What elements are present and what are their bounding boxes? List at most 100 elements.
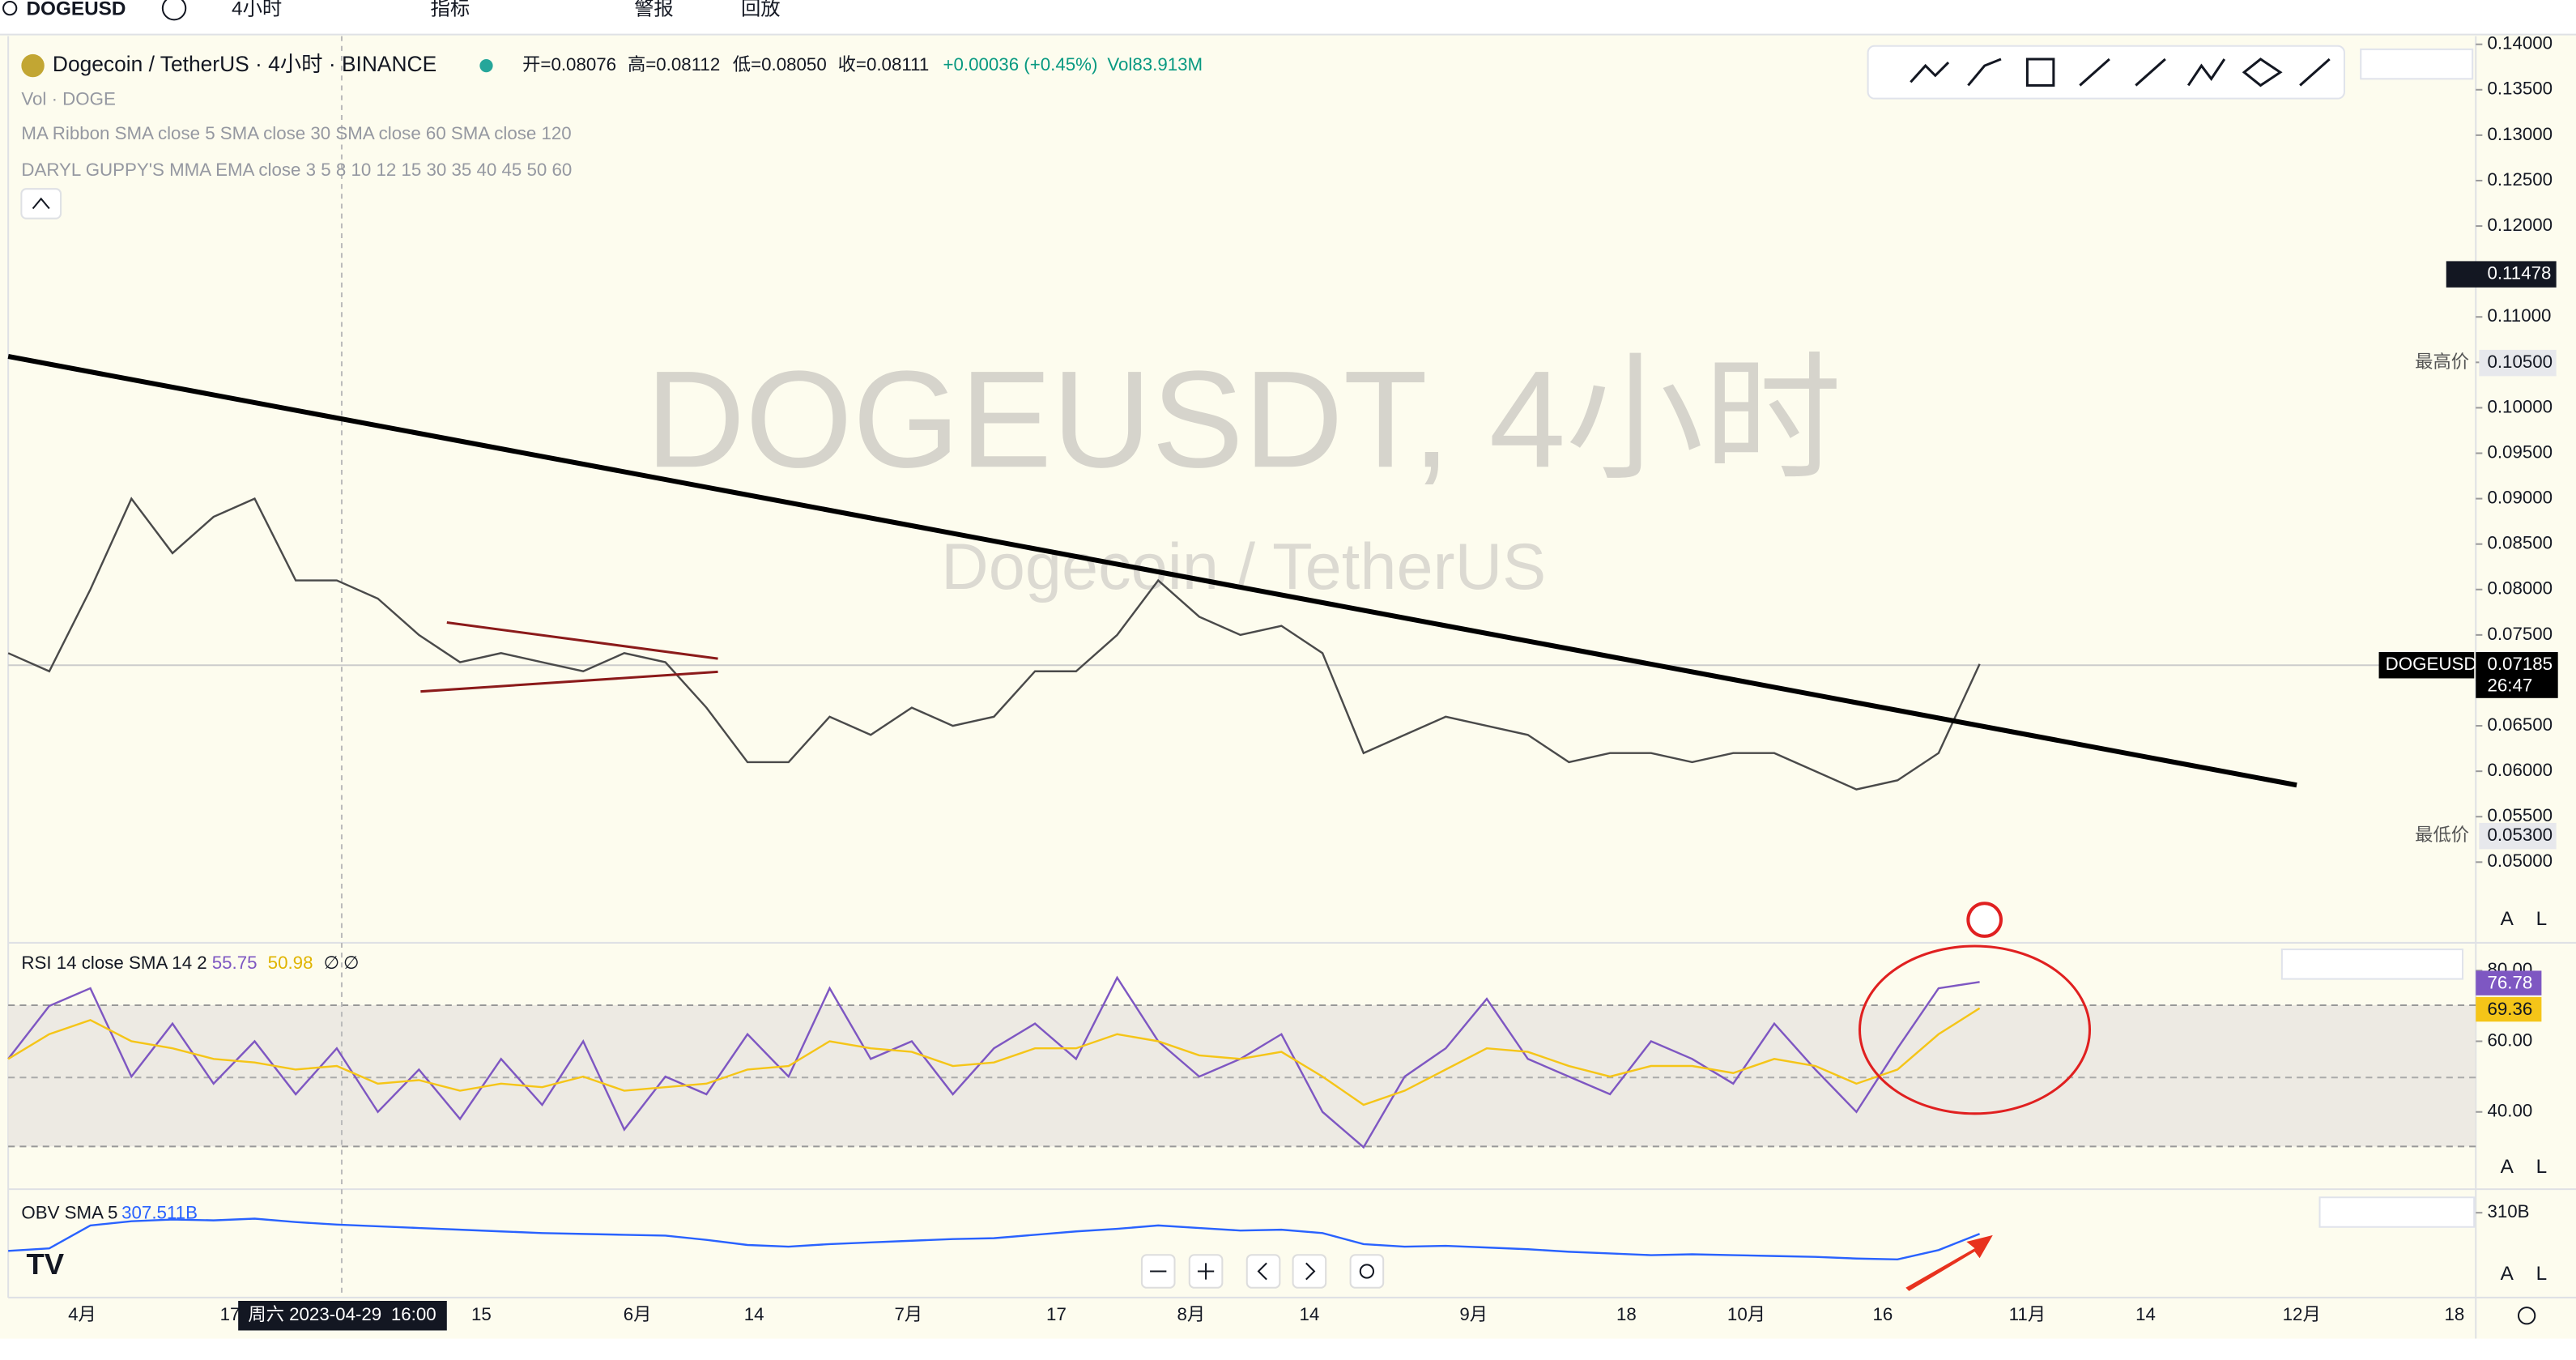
last-symbol-badge: [2378, 652, 2475, 679]
scale-button[interactable]: L: [2536, 1263, 2548, 1285]
scale-button[interactable]: A: [2501, 1156, 2514, 1178]
x-tick-label: 18: [1616, 1304, 1637, 1324]
y-tick-label: 0.12500: [2487, 169, 2553, 190]
x-tick-label: 16: [1872, 1304, 1893, 1324]
triangle-line: [420, 670, 718, 693]
x-tick-label: 8月: [1177, 1304, 1205, 1324]
alert[interactable]: 警报: [634, 0, 674, 20]
rsi-empty: ∅: [324, 953, 339, 973]
obv-value: 307.511B: [121, 1202, 198, 1222]
study: Vol · DOGE: [21, 89, 116, 109]
x-tick-label: 17: [1046, 1304, 1067, 1324]
tool[interactable]: [1910, 61, 1950, 83]
last-symbol: DOGEUSDT: [2386, 654, 2489, 674]
collapse-button[interactable]: [20, 188, 62, 220]
add-icon[interactable]: [161, 0, 187, 21]
crosshair-price: 0.11478: [2487, 263, 2551, 284]
scroll-right[interactable]: [1292, 1254, 1327, 1289]
y-tick-label: 0.08500: [2487, 533, 2553, 553]
legend-open: 开=0.08076: [522, 54, 616, 75]
tool[interactable]: [2186, 58, 2226, 87]
price-line: [7, 497, 1981, 791]
navigation: [1140, 1254, 1385, 1289]
pane-buttons: [2280, 48, 2476, 1228]
y-tick-label: 0.09500: [2487, 441, 2553, 462]
rsi-sma-badge-value: 69.36: [2487, 999, 2532, 1019]
y-tick-label: 0.08000: [2487, 578, 2553, 599]
scale-button[interactable]: L: [2536, 908, 2548, 930]
replay[interactable]: 回放: [741, 0, 781, 20]
tool[interactable]: [2299, 58, 2331, 87]
x-tick-label: 9月: [1459, 1304, 1488, 1324]
symbol[interactable]: DOGEUSD: [26, 0, 126, 20]
rsi-sma-value: 50.98: [268, 953, 313, 973]
collapse-icon: [32, 197, 50, 210]
interval[interactable]: 4小时: [232, 0, 282, 20]
tool[interactable]: [2025, 58, 2055, 87]
low-label: 最低价: [2415, 825, 2469, 845]
high-label: 最高价: [2415, 352, 2469, 372]
scale-button[interactable]: A: [2501, 908, 2514, 930]
high-badge: [2479, 349, 2557, 377]
legend-change: +0.00036 (+0.45%): [943, 54, 1097, 75]
y-tick-label: 0.11000: [2487, 305, 2551, 326]
x-tick-label: 14: [744, 1304, 764, 1324]
tool[interactable]: [2242, 58, 2283, 87]
y-tick-label: 60.00: [2487, 1030, 2532, 1050]
rsi-title: RSI 14 close SMA 14 2: [21, 953, 207, 973]
legend-title: Dogecoin / TetherUS · 4小时 · BINANCE: [53, 52, 436, 76]
triangle-line: [446, 621, 718, 660]
marks: 0.050000.055000.060000.065000.070000.075…: [7, 33, 2553, 1261]
y-tick-label: 0.09000: [2487, 487, 2553, 507]
indicators[interactable]: 指标: [431, 0, 470, 20]
event-icon[interactable]: [1966, 902, 2003, 938]
low-value: 0.05300: [2487, 825, 2553, 845]
coin-icon: [21, 53, 45, 78]
x-tick-label: 12月: [2283, 1304, 2321, 1324]
x-tick-label: 17: [220, 1304, 241, 1324]
top-toolbar: [0, 0, 2576, 35]
tool[interactable]: [2135, 58, 2166, 87]
reset[interactable]: [1349, 1254, 1385, 1289]
icon: [1359, 1264, 1375, 1279]
obv-pane-buttons[interactable]: [2318, 1196, 2476, 1228]
x-tick-label: 14: [2135, 1304, 2156, 1324]
scroll-left[interactable]: [1245, 1254, 1281, 1289]
crosshair-date: 周六 2023-04-29: [248, 1304, 381, 1324]
rsi-line: [7, 1007, 1981, 1106]
y-tick-label: 0.05000: [2487, 851, 2553, 871]
rsi-line: [7, 975, 1980, 1149]
obv-title: OBV SMA 5: [21, 1202, 117, 1222]
rsi-pane-buttons[interactable]: [2280, 949, 2464, 980]
rsi-sma-badge: [2476, 996, 2542, 1022]
bottom-bar: [0, 1338, 2576, 1360]
rsi-badge: [2476, 970, 2542, 995]
last-price-badge: [2476, 652, 2558, 698]
countdown: 26:47: [2487, 676, 2532, 696]
icon: [1197, 1263, 1215, 1280]
legend-close: 收=0.08111: [838, 54, 930, 75]
crosshair-time: 16:00: [391, 1304, 436, 1324]
x-tick-label: 4月: [68, 1304, 96, 1324]
y-tick-label: 0.14000: [2487, 33, 2553, 53]
logo: TV: [26, 1247, 64, 1281]
x-tick-label: 14: [1299, 1304, 1319, 1324]
x-tick-label: 11月: [2009, 1304, 2046, 1324]
icon: [1305, 1262, 1316, 1281]
crosshair-price-badge: [2446, 261, 2557, 288]
tool[interactable]: [2079, 58, 2110, 87]
high-value: 0.10500: [2487, 352, 2553, 372]
last-price: 0.07185: [2487, 654, 2553, 674]
legend-high: 高=0.08112: [628, 54, 720, 75]
scale-button[interactable]: L: [2536, 1156, 2548, 1178]
search-icon[interactable]: [2, 1, 18, 16]
rsi-empty: ∅: [343, 953, 359, 973]
y-tick-label: 310B: [2487, 1201, 2529, 1221]
tool[interactable]: [1967, 58, 2002, 87]
drawing-tools: [1910, 58, 2331, 87]
scale-button[interactable]: A: [2501, 1263, 2514, 1285]
price-pane-buttons[interactable]: [2360, 48, 2474, 80]
settings-icon[interactable]: [2517, 1307, 2536, 1325]
y-tick-label: 0.12000: [2487, 215, 2553, 235]
